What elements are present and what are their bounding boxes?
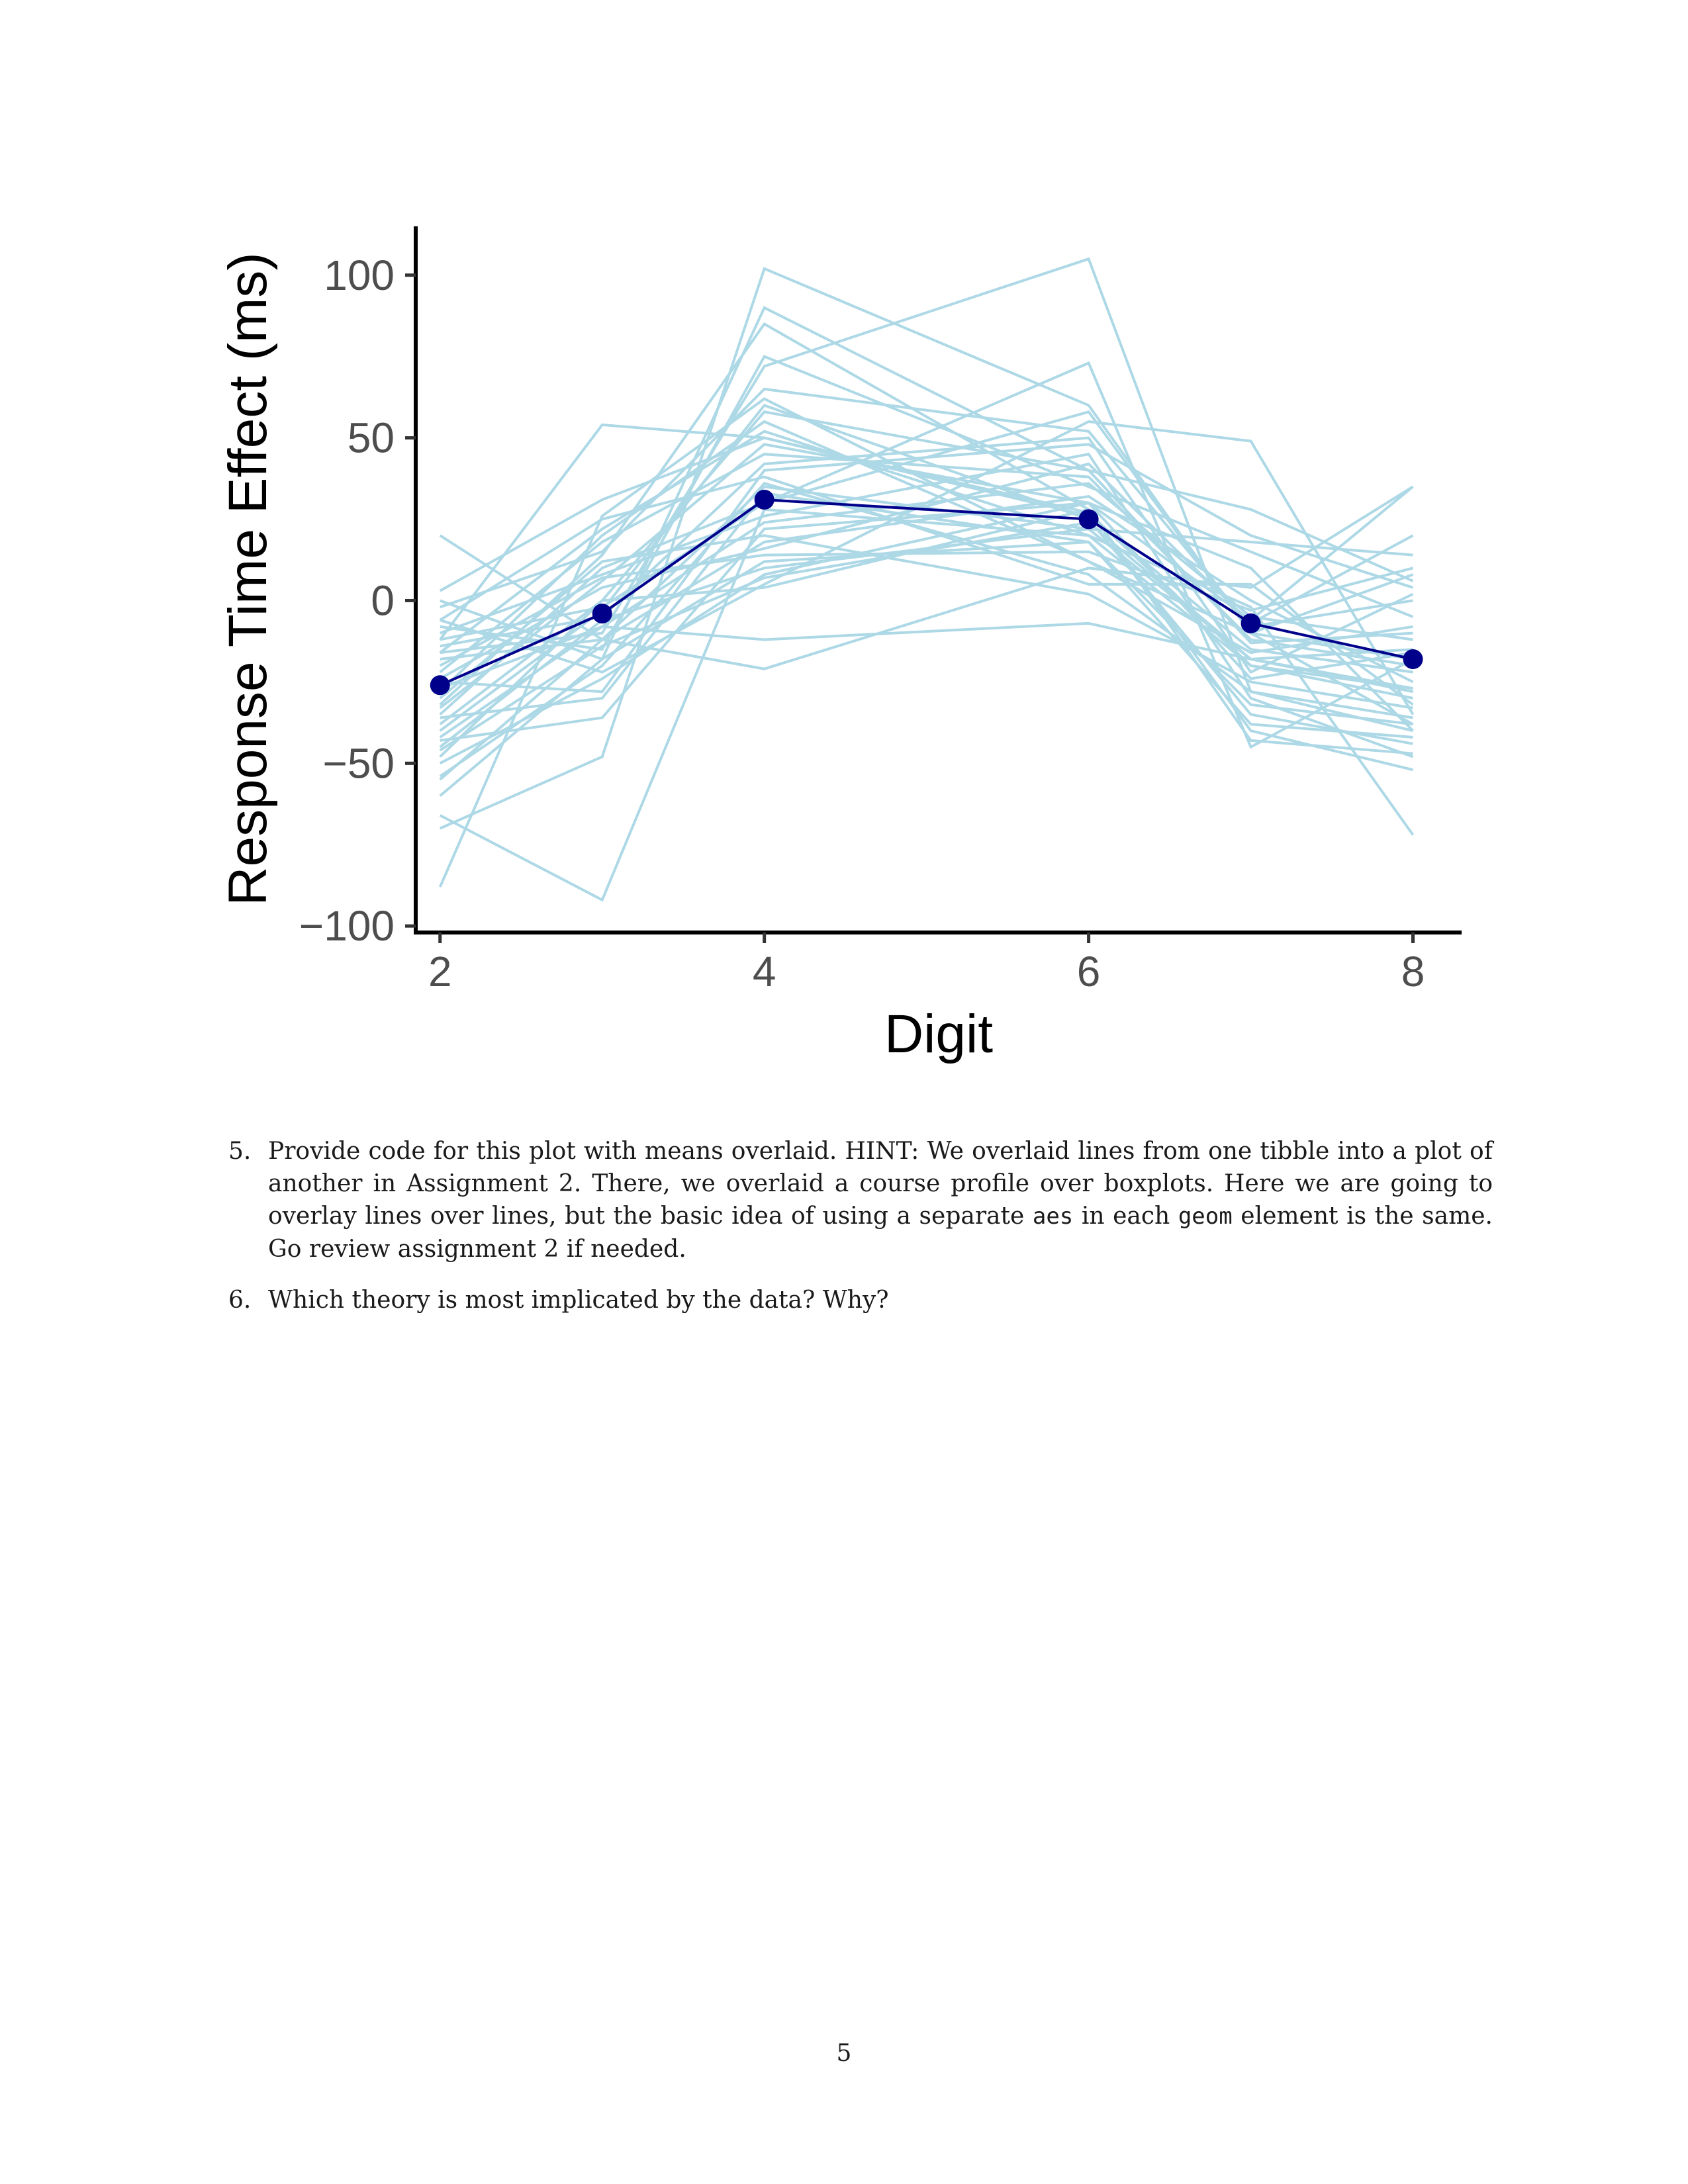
y-tick-label: −100 — [299, 902, 395, 950]
mean-point-8 — [1403, 649, 1423, 669]
individual-line-24 — [440, 492, 1413, 739]
x-tick-label: 4 — [753, 948, 776, 995]
question-6: 6. Which theory is most implicated by th… — [228, 1284, 1493, 1316]
inline-code: geom — [1178, 1203, 1233, 1230]
individual-line-34 — [439, 430, 1413, 700]
inline-code: aes — [1032, 1203, 1074, 1230]
individual-line-39 — [439, 521, 1413, 752]
individual-line-25 — [439, 453, 1413, 674]
individual-line-4 — [439, 423, 1413, 690]
question-number: 5. — [228, 1138, 252, 1165]
response-time-chart: −100 −50 0 50 100 2 4 6 8 Digit Response Time E… — [218, 226, 1462, 1064]
individual-line-29 — [440, 495, 1414, 684]
y-tick-label: 50 — [348, 414, 395, 462]
question-text: Which theory is most implicated by the d… — [268, 1287, 889, 1314]
question-list: 5. Provide code for this plot with means… — [228, 1135, 1493, 1335]
individual-line-16 — [439, 485, 1414, 765]
y-tick-label: 0 — [371, 576, 395, 624]
y-axis-ticks: −100 −50 0 50 100 — [299, 251, 416, 950]
question-5: 5. Provide code for this plot with means… — [228, 1135, 1493, 1265]
individual-line-17 — [439, 475, 1414, 706]
individual-line-5 — [440, 257, 1413, 733]
x-axis-ticks: 2 4 6 8 — [428, 933, 1425, 995]
individual-line-35 — [439, 482, 1413, 739]
individual-line-11 — [439, 322, 1413, 755]
individual-line-32 — [439, 508, 1413, 772]
individual-line-20 — [439, 404, 1413, 745]
mean-point-7 — [1241, 613, 1261, 633]
individual-line-2 — [439, 436, 1413, 674]
x-tick-label: 2 — [428, 948, 452, 995]
y-tick-label: −50 — [322, 739, 395, 787]
individual-line-36 — [440, 540, 1413, 726]
mean-point-6 — [1078, 509, 1099, 529]
y-tick-label: 100 — [324, 251, 395, 299]
individual-line-37 — [439, 443, 1413, 709]
mean-line — [439, 498, 1413, 687]
question-number: 6. — [228, 1287, 252, 1314]
mean-point-2 — [430, 675, 450, 696]
page-number: 5 — [836, 2040, 852, 2067]
mean-point-3 — [592, 604, 612, 624]
mean-series-group — [430, 490, 1423, 696]
x-tick-label: 8 — [1401, 948, 1425, 995]
individual-line-38 — [440, 410, 1414, 641]
individual-line-8 — [440, 501, 1414, 742]
y-axis-title: Response Time Effect (ms) — [218, 252, 278, 905]
individual-lines-group — [438, 257, 1415, 902]
question-text: element is the same. Go review assignmen… — [268, 1203, 1493, 1263]
individual-line-30 — [439, 482, 1413, 778]
x-tick-label: 6 — [1077, 948, 1101, 995]
question-text: in each — [1081, 1203, 1170, 1230]
x-axis-title: Digit — [884, 1004, 993, 1064]
individual-line-19 — [439, 550, 1414, 667]
mean-point-4 — [754, 490, 774, 510]
individual-line-10 — [440, 621, 1413, 690]
individual-line-18 — [439, 306, 1413, 797]
question-text: Provide code for this plot with means ov… — [268, 1138, 1493, 1230]
individual-line-6 — [439, 267, 1413, 830]
